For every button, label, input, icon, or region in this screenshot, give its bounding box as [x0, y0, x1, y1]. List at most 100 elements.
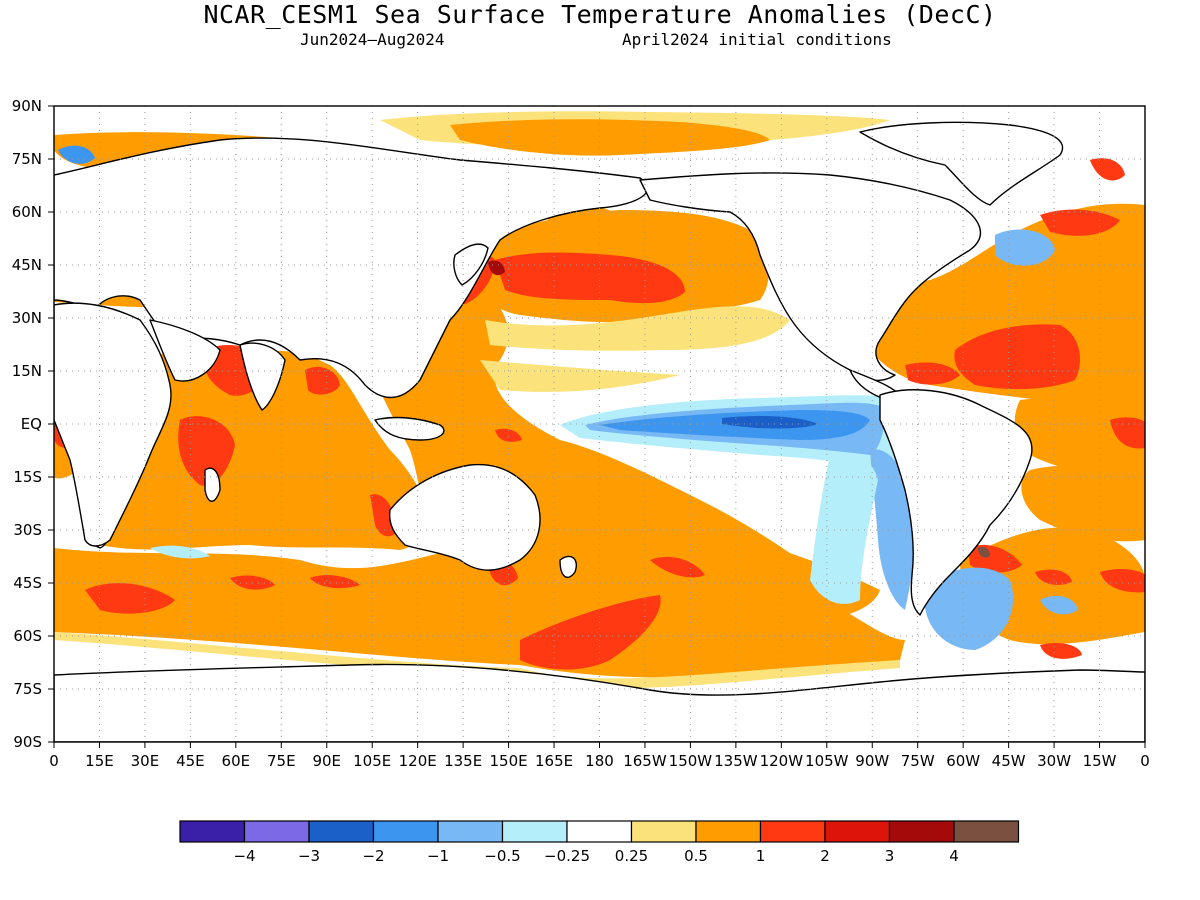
landmasses [54, 121, 1145, 742]
south-atlantic-red-3 [1040, 643, 1082, 659]
colorbar-label: −0.5 [484, 847, 520, 865]
south-atlantic-warm-2 [1021, 465, 1145, 542]
arabia-landmass [149, 319, 221, 382]
lon-label: 120E [399, 752, 437, 770]
south-atlantic-red [1035, 569, 1072, 585]
lon-label: 105W [805, 752, 849, 770]
indian-ocean-red-2 [178, 416, 235, 486]
lon-label: 15W [1083, 752, 1117, 770]
lat-label: 30N [12, 309, 42, 327]
arctic-atlantic-red [1090, 158, 1125, 181]
colorbar [179, 820, 1020, 843]
nw-atlantic-red [1040, 209, 1120, 236]
longitude-labels: 0 15E 30E 45E 60E 75E 90E 105E 120E 135E 150E 165E 1… [49, 752, 1150, 770]
colorbar-swatch [179, 820, 246, 843]
lon-label: 165E [535, 752, 573, 770]
lon-label: 30E [131, 752, 160, 770]
west-pacific-red-eq [495, 428, 522, 442]
colorbar-label: 2 [820, 847, 830, 865]
india-landmass [239, 342, 286, 411]
colorbar-label: −0.25 [544, 847, 590, 865]
axis-ticks [48, 105, 1146, 748]
colorbar-swatch [888, 820, 955, 843]
lon-label: 150E [490, 752, 528, 770]
colorbar-swatch [566, 820, 633, 843]
map-field [54, 106, 1145, 742]
colorbar-swatch [759, 820, 826, 843]
gulf-stream-light [995, 229, 1055, 266]
peru-coast-blue [870, 449, 914, 610]
south-atlantic-red-2 [1100, 568, 1145, 593]
colorbar-label: 0.25 [615, 847, 648, 865]
antarctica-landmass [54, 663, 1145, 742]
lon-label: 150W [669, 752, 713, 770]
north-atlantic-red [954, 324, 1080, 390]
lon-label: 0 [49, 752, 59, 770]
indian-ocean-blue-patch [150, 545, 210, 559]
lat-label: 75N [12, 150, 42, 168]
init-conditions-subtitle: April2024 initial conditions [622, 30, 892, 49]
lon-label: 165W [623, 752, 667, 770]
south-pacific-warm [516, 470, 880, 624]
indian-ocean-warm [89, 349, 433, 550]
lon-label: 75E [267, 752, 296, 770]
lon-label: 60E [222, 752, 251, 770]
south-indian-red-2 [85, 583, 175, 614]
indian-ocean-red-3 [305, 366, 340, 395]
africa-landmass [54, 302, 172, 547]
lon-label: 15E [85, 752, 114, 770]
colorbar-swatch [824, 820, 891, 843]
lon-label: 60W [946, 752, 980, 770]
barents-blue [58, 145, 95, 164]
lat-label: 60N [12, 203, 42, 221]
colorbar-label: −2 [362, 847, 384, 865]
lat-label: 45S [13, 574, 42, 592]
colorbar-labels: −4 −3 −2 −1 −0.5 −0.25 0.25 0.5 1 2 3 4 [233, 847, 958, 865]
south-indian-red-4 [310, 575, 360, 589]
lon-label: 135W [714, 752, 758, 770]
north-pacific-red [495, 252, 685, 304]
colorbar-swatch [243, 820, 310, 843]
south-america-landmass [879, 389, 1033, 616]
lon-label: 120W [760, 752, 804, 770]
south-pacific-red-2 [650, 556, 705, 578]
tropical-atlantic-warm [1014, 397, 1145, 480]
south-pacific-red [520, 595, 661, 670]
colorbar-label: 0.5 [684, 847, 708, 865]
arctic-orange [450, 119, 770, 156]
lat-label: 15N [12, 362, 42, 380]
chart-title: NCAR_CESM1 Sea Surface Temperature Anoma… [203, 0, 997, 29]
north-pacific-yellow [485, 306, 790, 351]
lon-label: 45W [992, 752, 1026, 770]
colorbar-swatch [695, 820, 762, 843]
japan-landmass [453, 243, 489, 286]
colorbar-label: 4 [949, 847, 959, 865]
lon-label: 135E [444, 752, 482, 770]
indonesia-landmass [374, 416, 445, 441]
caribbean-red [905, 362, 960, 385]
atlantic-blue-patch [1040, 595, 1078, 615]
lat-label: 90S [13, 733, 42, 751]
lon-label: 90W [855, 752, 889, 770]
colorbar-label: 1 [756, 847, 766, 865]
latitude-labels: 90N 75N 60N 45N 30N 15N EQ 15S 30S 45S 60S 75S 90S [12, 97, 42, 751]
colorbar-swatch [437, 820, 504, 843]
colorbar-label: −4 [233, 847, 255, 865]
colorbar-swatch [372, 820, 439, 843]
lon-label: 180 [585, 752, 614, 770]
eq-pacific-dark-blue [722, 416, 818, 429]
lat-label: 45N [12, 256, 42, 274]
lon-label: 75W [901, 752, 935, 770]
japan-dark-red [488, 260, 505, 276]
colorbar-swatch [630, 820, 697, 843]
lat-label: 30S [13, 521, 42, 539]
subtropical-yellow [480, 360, 680, 392]
lon-label: 0 [1140, 752, 1150, 770]
colorbar-swatch [308, 820, 375, 843]
lon-label: 90E [312, 752, 341, 770]
lon-label: 45E [176, 752, 205, 770]
new-zealand-landmass [559, 555, 577, 579]
lat-label: 75S [13, 680, 42, 698]
lat-label: EQ [21, 415, 42, 433]
